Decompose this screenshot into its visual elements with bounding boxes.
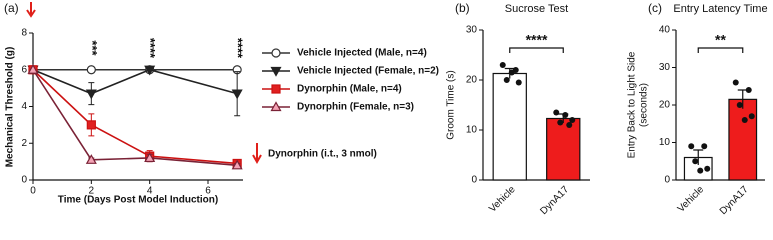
legend-marker bbox=[271, 84, 281, 94]
legend-label: Dynorphin (Male, n=4) bbox=[297, 84, 402, 95]
data-point bbox=[85, 89, 97, 100]
legend-label: Dynorphin (Female, n=3) bbox=[297, 102, 414, 113]
legend-label: Vehicle Injected (Male, n=4) bbox=[297, 48, 427, 59]
y-tick-label: 40 bbox=[659, 25, 671, 36]
data-point bbox=[704, 165, 711, 172]
y-axis-label: Groom Time (s) bbox=[446, 70, 457, 139]
y-axis-label: (seconds) bbox=[639, 83, 650, 127]
note: Dynorphin (i.t., 3 nmol) bbox=[268, 149, 377, 160]
panel-label: (c) bbox=[648, 1, 662, 15]
data-point bbox=[231, 159, 243, 170]
significance-label: *** bbox=[85, 40, 100, 56]
injection-arrow bbox=[26, 2, 36, 18]
x-tick-label: Vehicle bbox=[676, 184, 707, 215]
y-tick-label: 2 bbox=[21, 138, 27, 149]
data-point bbox=[553, 109, 560, 116]
legend-marker bbox=[271, 48, 281, 58]
data-point bbox=[86, 120, 96, 130]
data-point bbox=[745, 87, 752, 93]
data-point bbox=[557, 119, 564, 126]
data-point bbox=[569, 117, 576, 123]
x-tick-label: 6 bbox=[205, 186, 211, 197]
legend-marker bbox=[270, 66, 282, 77]
x-tick-label: 0 bbox=[30, 186, 36, 197]
data-point bbox=[231, 89, 243, 100]
data-point bbox=[566, 122, 573, 128]
data-point bbox=[144, 152, 156, 163]
x-tick-label: Vehicle bbox=[487, 184, 518, 215]
data-point bbox=[736, 102, 743, 108]
panel-label: (b) bbox=[455, 1, 470, 15]
chart-title: Sucrose Test bbox=[505, 3, 568, 15]
significance-label: **** bbox=[526, 32, 548, 48]
x-tick-label: DynA17 bbox=[718, 184, 751, 215]
bar bbox=[492, 72, 527, 181]
bar bbox=[728, 98, 758, 181]
significance-label: ** bbox=[715, 32, 726, 48]
y-axis-label: Mechanical Threshold (g) bbox=[5, 47, 16, 168]
x-axis-label: Time (Days Post Model Induction) bbox=[58, 195, 218, 206]
chart-title: Entry Latency Time bbox=[673, 3, 767, 15]
y-tick-label: 8 bbox=[21, 28, 27, 39]
y-tick-label: 20 bbox=[659, 100, 671, 111]
error-bar bbox=[693, 149, 704, 165]
x-tick-label: 4 bbox=[147, 186, 153, 197]
data-point bbox=[701, 143, 708, 150]
y-tick-label: 4 bbox=[21, 101, 27, 112]
significance-bracket bbox=[697, 47, 744, 53]
y-tick-label: 0 bbox=[21, 175, 27, 186]
data-point bbox=[692, 158, 699, 165]
x-tick-label: DynA17 bbox=[538, 184, 571, 215]
panel-label: (a) bbox=[4, 1, 19, 15]
y-tick-label: 30 bbox=[659, 62, 671, 73]
data-point bbox=[697, 167, 704, 174]
data-point bbox=[562, 112, 569, 118]
data-point bbox=[27, 64, 39, 74]
significance-label: **** bbox=[231, 38, 246, 59]
data-point bbox=[499, 62, 506, 68]
y-tick-label: 6 bbox=[21, 64, 27, 75]
legend-marker bbox=[270, 101, 282, 112]
y-tick-label: 30 bbox=[466, 25, 478, 36]
series-line bbox=[32, 69, 238, 167]
y-tick-label: 20 bbox=[466, 75, 478, 86]
bar bbox=[546, 117, 581, 181]
y-axis-label: Entry Back to Light Side bbox=[627, 51, 638, 158]
y-tick-label: 10 bbox=[659, 137, 671, 148]
legend-label: Vehicle Injected (Female, n=2) bbox=[297, 66, 439, 77]
data-point bbox=[748, 113, 755, 120]
data-point bbox=[144, 65, 156, 76]
y-tick-label: 0 bbox=[471, 175, 477, 186]
data-point bbox=[503, 77, 510, 83]
significance-label: **** bbox=[143, 38, 158, 59]
note-arrow bbox=[252, 143, 262, 165]
x-tick-label: 2 bbox=[89, 186, 95, 197]
y-tick-label: 10 bbox=[466, 125, 478, 136]
y-tick-label: 0 bbox=[664, 175, 670, 186]
data-point bbox=[508, 69, 515, 76]
series-line bbox=[32, 69, 238, 165]
significance-bracket bbox=[509, 47, 564, 53]
data-point bbox=[741, 117, 748, 123]
series-line bbox=[32, 68, 238, 95]
data-point bbox=[86, 65, 96, 75]
data-point bbox=[515, 79, 522, 86]
data-point bbox=[732, 79, 739, 86]
data-point bbox=[688, 143, 695, 150]
data-point bbox=[85, 154, 97, 164]
